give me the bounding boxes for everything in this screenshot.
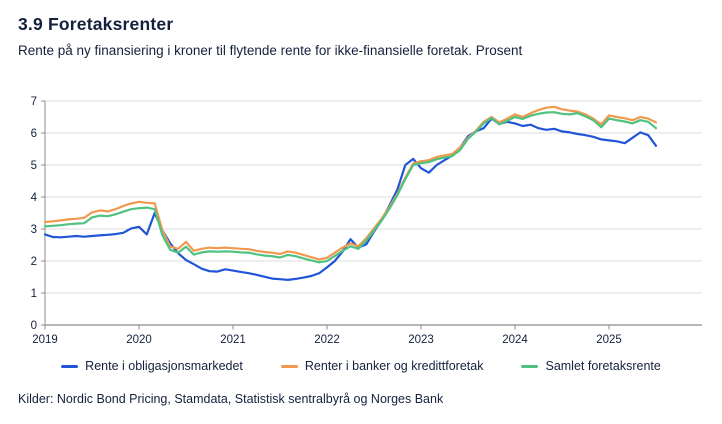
x-tick-label: 2022 [314, 334, 340, 346]
x-tick-label: 2020 [126, 334, 152, 346]
legend-label: Samlet foretaksrente [545, 359, 661, 373]
legend-label: Renter i banker og kredittforetak [304, 359, 484, 373]
chart-title: 3.9 Foretaksrenter [18, 14, 174, 34]
x-tick-label: 2024 [502, 334, 528, 346]
x-tick-label: 2023 [408, 334, 434, 346]
chart-subtitle: Rente på ny finansiering i kroner til fl… [18, 43, 523, 58]
series-line [43, 117, 658, 281]
chart-legend: Rente i obligasjonsmarkedet Renter i bank… [0, 359, 722, 373]
sources-note: Kilder: Nordic Bond Pricing, Stamdata, S… [18, 392, 444, 406]
y-tick-label: 1 [31, 288, 37, 300]
y-tick-label: 4 [31, 192, 38, 204]
legend-item: Samlet foretaksrente [521, 359, 661, 373]
y-tick-label: 5 [31, 160, 37, 172]
legend-swatch [521, 364, 539, 368]
y-tick-label: 3 [31, 224, 37, 236]
x-tick-label: 2021 [220, 334, 246, 346]
legend-swatch [280, 364, 298, 368]
y-tick-label: 7 [31, 96, 37, 108]
legend-item: Renter i banker og kredittforetak [280, 359, 484, 373]
y-tick-label: 6 [31, 128, 37, 140]
series-line [43, 111, 658, 264]
series-line [43, 105, 658, 261]
legend-swatch [61, 364, 79, 368]
legend-item: Rente i obligasjonsmarkedet [61, 359, 243, 373]
y-tick-label: 2 [31, 256, 37, 268]
x-tick-label: 2019 [32, 334, 58, 346]
legend-label: Rente i obligasjonsmarkedet [85, 359, 243, 373]
x-tick-label: 2025 [596, 334, 622, 346]
y-tick-label: 0 [31, 320, 37, 332]
